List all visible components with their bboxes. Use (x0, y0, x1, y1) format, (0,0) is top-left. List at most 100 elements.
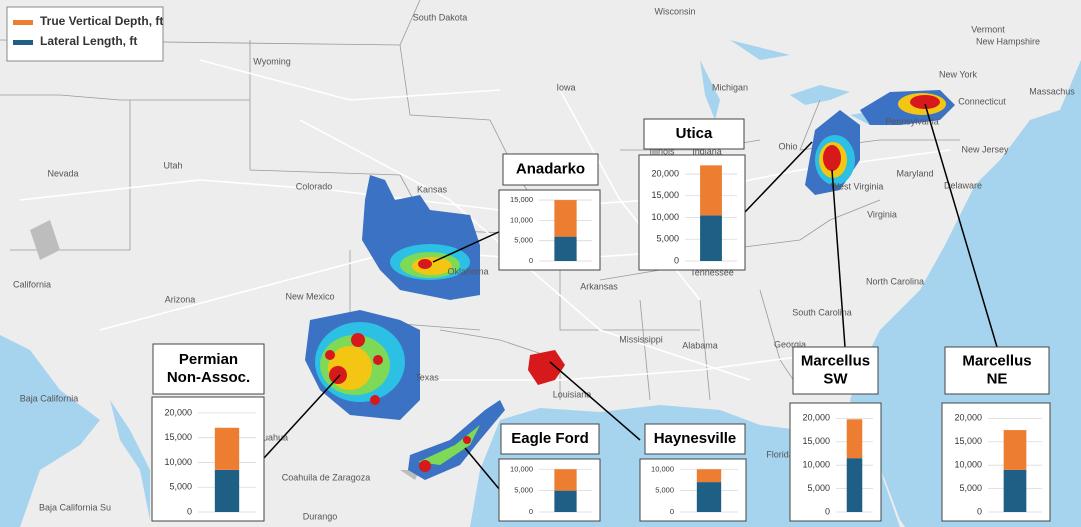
y-tick-label: 5,000 (807, 483, 830, 493)
leader-line (744, 141, 813, 213)
chart-title-box (502, 153, 599, 186)
map-label: Vermont (971, 24, 1005, 34)
y-tick-label: 15,000 (651, 190, 679, 200)
map-label: West Virginia (831, 181, 884, 191)
y-tick-label: 15,000 (954, 436, 982, 446)
map-label: Wyoming (253, 56, 290, 66)
chart-title: Permian (179, 351, 238, 368)
y-tick-label: 20,000 (651, 168, 679, 178)
chart-frame (941, 402, 1051, 522)
bar-segment (1003, 469, 1027, 512)
chart-title-box (792, 346, 879, 395)
bar-segment (846, 419, 863, 459)
map-label: Texas (415, 372, 439, 382)
chart-title: Utica (676, 125, 713, 142)
legend: True Vertical Depth, ft Lateral Length, f… (6, 6, 164, 62)
y-tick-label: 15,000 (164, 432, 192, 442)
y-tick-label: 10,000 (510, 215, 533, 224)
chart-title: Anadarko (516, 160, 585, 177)
leader-line (432, 229, 504, 263)
bar-segment (696, 469, 722, 483)
chart-title: Marcellus (962, 352, 1031, 369)
map-label: Kansas (417, 184, 448, 194)
map-label: Baja California Su (39, 502, 111, 512)
y-tick-label: 10,000 (510, 464, 533, 473)
map-label: Utah (163, 160, 182, 170)
bar-segment (700, 165, 722, 216)
map-label: California (13, 279, 51, 289)
y-tick-label: 0 (529, 507, 533, 516)
y-tick-label: 5,000 (514, 236, 533, 245)
legend-swatch (13, 20, 33, 25)
map-labels: Wyoming South Dakota Wisconsin Michigan Iowa… (13, 6, 1075, 521)
y-tick-label: 10,000 (164, 457, 192, 467)
y-tick-label: 20,000 (164, 407, 192, 417)
bar-segment (846, 458, 863, 512)
y-tick-label: 0 (825, 506, 830, 516)
map-label: Delaware (944, 180, 982, 190)
map-label: Florida (766, 449, 794, 459)
map-label: South Dakota (413, 12, 468, 22)
bar-segment (554, 236, 577, 261)
map-label: Iowa (556, 82, 575, 92)
y-tick-label: 0 (674, 255, 679, 265)
y-tick-label: 5,000 (655, 486, 674, 495)
map-label: ihuahua (256, 432, 288, 442)
y-tick-label: 0 (670, 507, 674, 516)
y-tick-label: 10,000 (651, 212, 679, 222)
y-tick-label: 10,000 (651, 464, 674, 473)
y-tick-label: 0 (977, 506, 982, 516)
legend-label: Lateral Length, ft (40, 34, 137, 48)
map-label: North Carolina (866, 276, 924, 286)
map-label: Tennessee (690, 267, 734, 277)
bar-segment (554, 200, 577, 237)
bar-segment (214, 469, 240, 512)
map-label: Arkansas (580, 281, 618, 291)
map-label: Georgia (774, 339, 806, 349)
map-label: Coahuila de Zaragoza (282, 472, 371, 482)
bar-segment (700, 215, 722, 261)
bar-segment (214, 427, 240, 470)
chart-frame (498, 189, 601, 271)
y-tick-label: 5,000 (169, 482, 192, 492)
y-tick-label: 20,000 (802, 413, 830, 423)
chart-frame (151, 396, 265, 522)
y-tick-label: 15,000 (802, 436, 830, 446)
y-tick-label: 5,000 (959, 483, 982, 493)
map-label: Massachus (1029, 86, 1075, 96)
chart-title-box (944, 346, 1050, 395)
chart-title: Haynesville (654, 430, 737, 447)
map-label: New Hampshire (976, 36, 1040, 46)
leader-line (924, 103, 998, 348)
bar-segment (554, 469, 577, 491)
chart-title: Non-Assoc. (167, 369, 250, 386)
y-tick-label: 0 (187, 506, 192, 516)
map-label: Louisiana (553, 389, 592, 399)
bar-segment (554, 490, 577, 512)
map-label: Illinois (649, 146, 675, 156)
chart-title-box (152, 343, 265, 395)
chart-title: SW (823, 370, 848, 387)
leader-line (549, 361, 641, 441)
legend-label: True Vertical Depth, ft (40, 14, 163, 28)
map-label: Durango (303, 511, 338, 521)
legend-box (6, 6, 164, 62)
bar-segment (1003, 430, 1027, 470)
map-label: Mississippi (619, 334, 663, 344)
heatmaps (305, 90, 955, 480)
map-label: South Carolina (792, 307, 852, 317)
leader-lines (263, 103, 998, 491)
map-label: Ohio (778, 141, 797, 151)
chart-title-box (644, 423, 746, 455)
leader-line (464, 447, 501, 491)
map-label: Wisconsin (654, 6, 695, 16)
bar-segment (696, 482, 722, 512)
y-tick-label: 10,000 (802, 460, 830, 470)
map-label: New York (939, 69, 978, 79)
chart-title-box (643, 118, 745, 150)
map-label: Colorado (296, 181, 333, 191)
map-label: Alabama (682, 340, 718, 350)
chart-title-box (500, 423, 600, 455)
legend-swatch (13, 40, 33, 45)
